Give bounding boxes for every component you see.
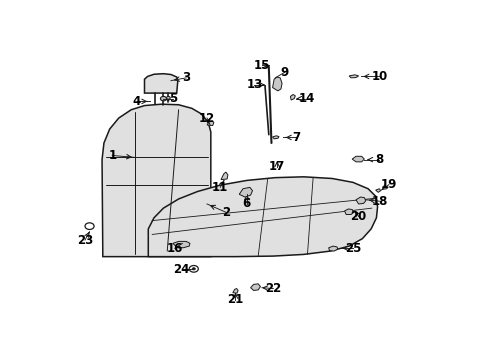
Polygon shape [173,242,189,248]
Polygon shape [355,197,365,204]
Text: 7: 7 [291,131,300,144]
Circle shape [192,268,195,270]
Text: 2: 2 [222,206,229,219]
Text: 9: 9 [280,66,288,79]
Circle shape [160,96,166,101]
Polygon shape [344,209,353,215]
Polygon shape [328,246,337,251]
Polygon shape [221,172,227,180]
Polygon shape [348,75,358,78]
Text: 13: 13 [246,78,262,91]
Text: 23: 23 [77,234,93,247]
Text: 25: 25 [344,242,360,255]
Text: 17: 17 [268,160,285,173]
Text: 15: 15 [253,59,269,72]
Text: 4: 4 [133,95,141,108]
Polygon shape [272,77,282,91]
Text: 6: 6 [242,198,250,211]
Polygon shape [148,177,377,257]
Polygon shape [250,284,260,291]
Text: 16: 16 [166,242,183,255]
Polygon shape [206,121,213,126]
Polygon shape [351,156,364,162]
Text: 1: 1 [108,149,116,162]
Polygon shape [102,104,210,257]
Text: 12: 12 [199,112,215,125]
Text: 10: 10 [370,70,387,83]
Polygon shape [272,136,279,139]
Polygon shape [290,94,295,100]
Text: 21: 21 [227,293,243,306]
Text: 20: 20 [350,210,366,223]
Text: 24: 24 [173,262,189,276]
Polygon shape [144,74,178,93]
Text: 8: 8 [375,153,383,166]
Circle shape [166,96,170,99]
Polygon shape [239,187,252,197]
Text: 22: 22 [264,282,281,295]
Text: 18: 18 [370,195,387,208]
Polygon shape [232,288,238,293]
Text: 14: 14 [298,92,314,105]
Text: 5: 5 [168,92,177,105]
Text: 19: 19 [380,178,396,191]
Text: 3: 3 [182,71,190,84]
Polygon shape [375,189,380,192]
Text: 11: 11 [212,181,228,194]
